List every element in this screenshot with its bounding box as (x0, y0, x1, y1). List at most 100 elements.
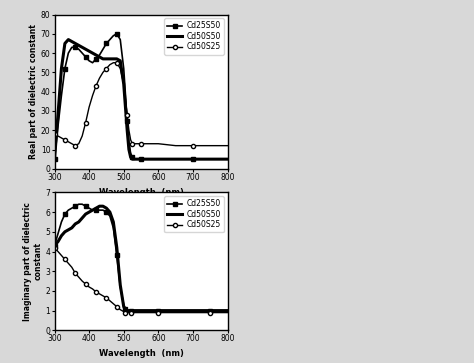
Cd25S50 (103, 41, 109, 46)
Cd50S25 (59, 136, 64, 140)
Cd50S25 (73, 271, 78, 276)
Cd25S50 (103, 210, 109, 214)
Cd25S50 (126, 140, 132, 144)
Cd50S25 (103, 295, 109, 300)
Cd50S25 (86, 105, 92, 109)
Cd25S50 (207, 309, 213, 313)
Cd50S50 (114, 57, 119, 61)
Cd50S50 (79, 216, 85, 220)
Cd50S50 (118, 58, 123, 63)
Cd25S50 (86, 206, 92, 210)
Cd25S50 (123, 306, 128, 311)
Cd50S50 (86, 210, 92, 214)
Line: Cd50S25: Cd50S25 (53, 245, 229, 315)
Cd50S25 (207, 310, 213, 315)
Cd50S50 (59, 66, 64, 71)
Cd50S50 (126, 147, 132, 152)
Cd50S25 (126, 310, 132, 315)
Cd50S25 (118, 307, 123, 312)
Cd25S50 (69, 45, 75, 49)
Cd50S50 (62, 230, 68, 234)
Cd50S25 (55, 249, 61, 254)
Cd25S50 (128, 151, 134, 155)
Cd50S50 (114, 245, 119, 250)
Cd25S50 (62, 66, 68, 71)
Cd25S50 (128, 309, 134, 313)
Cd25S50 (83, 55, 89, 59)
Cd50S25 (121, 82, 127, 86)
Cd25S50 (110, 226, 116, 230)
Cd50S50 (52, 157, 57, 161)
Cd50S50 (128, 155, 134, 159)
Cd25S50 (135, 157, 140, 161)
Cd50S50 (110, 220, 116, 224)
Cd50S50 (121, 82, 127, 86)
Cd25S50 (76, 202, 82, 207)
Cd50S25 (73, 143, 78, 148)
Cd25S50 (62, 212, 68, 216)
Cd25S50 (83, 204, 89, 208)
Cd50S25 (107, 299, 113, 303)
Cd50S50 (225, 309, 230, 313)
Cd50S50 (97, 204, 102, 208)
Cd50S25 (97, 76, 102, 80)
Cd50S50 (83, 212, 89, 216)
Cd50S25 (138, 142, 144, 146)
Cd50S25 (110, 61, 116, 65)
Cd25S50 (90, 208, 95, 212)
Cd50S50 (124, 309, 130, 313)
Cd25S50 (114, 253, 119, 258)
Cd25S50 (76, 47, 82, 52)
Cd50S50 (118, 283, 123, 287)
Cd50S25 (90, 287, 95, 291)
Cd25S50 (129, 155, 135, 159)
Cd50S25 (55, 134, 61, 138)
Cd50S50 (69, 226, 75, 230)
Cd50S50 (135, 309, 140, 313)
Cd50S50 (59, 233, 64, 238)
Cd50S25 (123, 310, 128, 315)
Cd25S50 (155, 309, 161, 313)
Cd25S50 (225, 157, 230, 161)
Cd25S50 (97, 208, 102, 212)
Cd25S50 (124, 309, 130, 313)
Cd50S25 (124, 113, 130, 117)
Cd25S50 (100, 208, 106, 212)
Cd50S50 (190, 309, 196, 313)
Cd25S50 (114, 32, 119, 36)
Cd25S50 (100, 47, 106, 52)
Legend: Cd25S50, Cd50S50, Cd50S25: Cd25S50, Cd50S50, Cd50S25 (164, 196, 224, 232)
Cd50S50 (69, 39, 75, 44)
Cd50S25 (93, 290, 99, 294)
Cd50S50 (131, 157, 137, 161)
Cd25S50 (107, 214, 113, 218)
Cd50S25 (135, 310, 140, 315)
Cd50S50 (93, 53, 99, 57)
Cd50S50 (173, 157, 178, 161)
Cd50S25 (52, 132, 57, 136)
Line: Cd50S25: Cd50S25 (53, 61, 229, 148)
Cd50S25 (83, 120, 89, 125)
Cd50S50 (100, 204, 106, 208)
Cd50S50 (76, 220, 82, 224)
Cd50S50 (110, 57, 116, 61)
Cd50S25 (129, 142, 135, 146)
Cd25S50 (173, 309, 178, 313)
Cd50S25 (100, 70, 106, 74)
Cd50S50 (65, 228, 71, 232)
Cd50S50 (225, 157, 230, 161)
Cd50S50 (129, 157, 135, 161)
Cd25S50 (110, 33, 116, 38)
Cd25S50 (173, 157, 178, 161)
Cd25S50 (121, 302, 127, 307)
Cd50S50 (173, 309, 178, 313)
Cd50S50 (103, 57, 109, 61)
Cd50S50 (100, 57, 106, 61)
Cd25S50 (55, 124, 61, 129)
Cd50S25 (79, 279, 85, 283)
Cd50S50 (97, 55, 102, 59)
Cd50S50 (73, 222, 78, 226)
Cd50S25 (207, 143, 213, 148)
Cd25S50 (97, 53, 102, 57)
Cd50S50 (123, 307, 128, 312)
